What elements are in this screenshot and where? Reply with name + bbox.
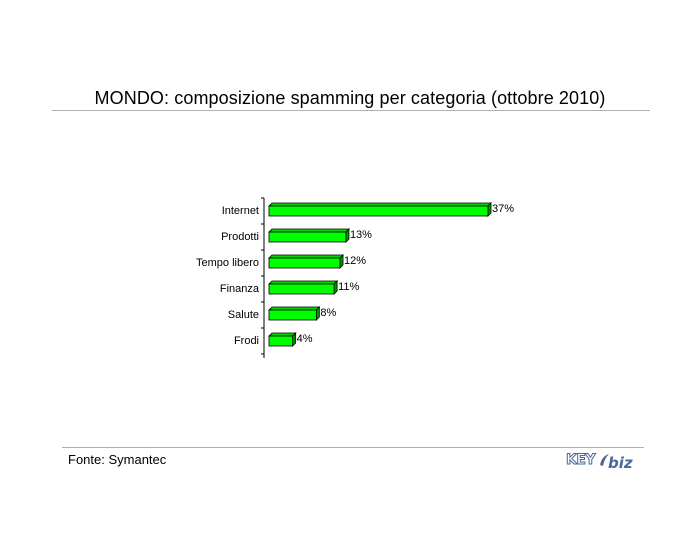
data-label: 4% bbox=[297, 333, 313, 345]
bar-front-face bbox=[268, 283, 335, 295]
title-divider bbox=[52, 110, 650, 111]
bar-top-face bbox=[268, 228, 350, 233]
bar-front-face bbox=[268, 309, 317, 321]
data-label: 12% bbox=[344, 255, 366, 267]
category-label: Frodi bbox=[234, 335, 259, 347]
bar-tempo-libero bbox=[268, 254, 344, 269]
bar-salute bbox=[268, 306, 321, 321]
bar-front-face bbox=[268, 335, 294, 347]
bar-top-face bbox=[268, 280, 339, 285]
category-label: Tempo libero bbox=[196, 257, 259, 269]
logo-key-text: KEY bbox=[565, 452, 596, 469]
chart-title: MONDO: composizione spamming per categor… bbox=[94, 88, 606, 108]
category-label: Internet bbox=[222, 205, 259, 217]
bar-front-face bbox=[268, 205, 489, 217]
footer-divider bbox=[62, 447, 644, 448]
bar-top-face bbox=[268, 202, 492, 207]
bar-frodi bbox=[268, 332, 297, 347]
data-label: 11% bbox=[338, 281, 359, 293]
logo-swoosh-icon bbox=[600, 454, 609, 466]
bar-front-face bbox=[268, 257, 341, 269]
bar-finanza bbox=[268, 280, 339, 295]
category-label: Prodotti bbox=[221, 231, 259, 243]
logo-biz-text: biz bbox=[608, 454, 633, 472]
category-label: Salute bbox=[228, 309, 259, 321]
data-label: 8% bbox=[320, 307, 336, 319]
key4biz-logo: KEY biz bbox=[565, 452, 646, 474]
source-note: Fonte: Symantec bbox=[68, 452, 167, 467]
bar-front-face bbox=[268, 231, 347, 243]
bar-top-face bbox=[268, 306, 321, 311]
bar-prodotti bbox=[268, 228, 350, 243]
bar-internet bbox=[268, 202, 492, 217]
data-label: 13% bbox=[350, 229, 372, 241]
bar-top-face bbox=[268, 332, 297, 337]
category-label: Finanza bbox=[220, 283, 260, 295]
bar-top-face bbox=[268, 254, 344, 259]
data-label: 37% bbox=[492, 203, 514, 215]
